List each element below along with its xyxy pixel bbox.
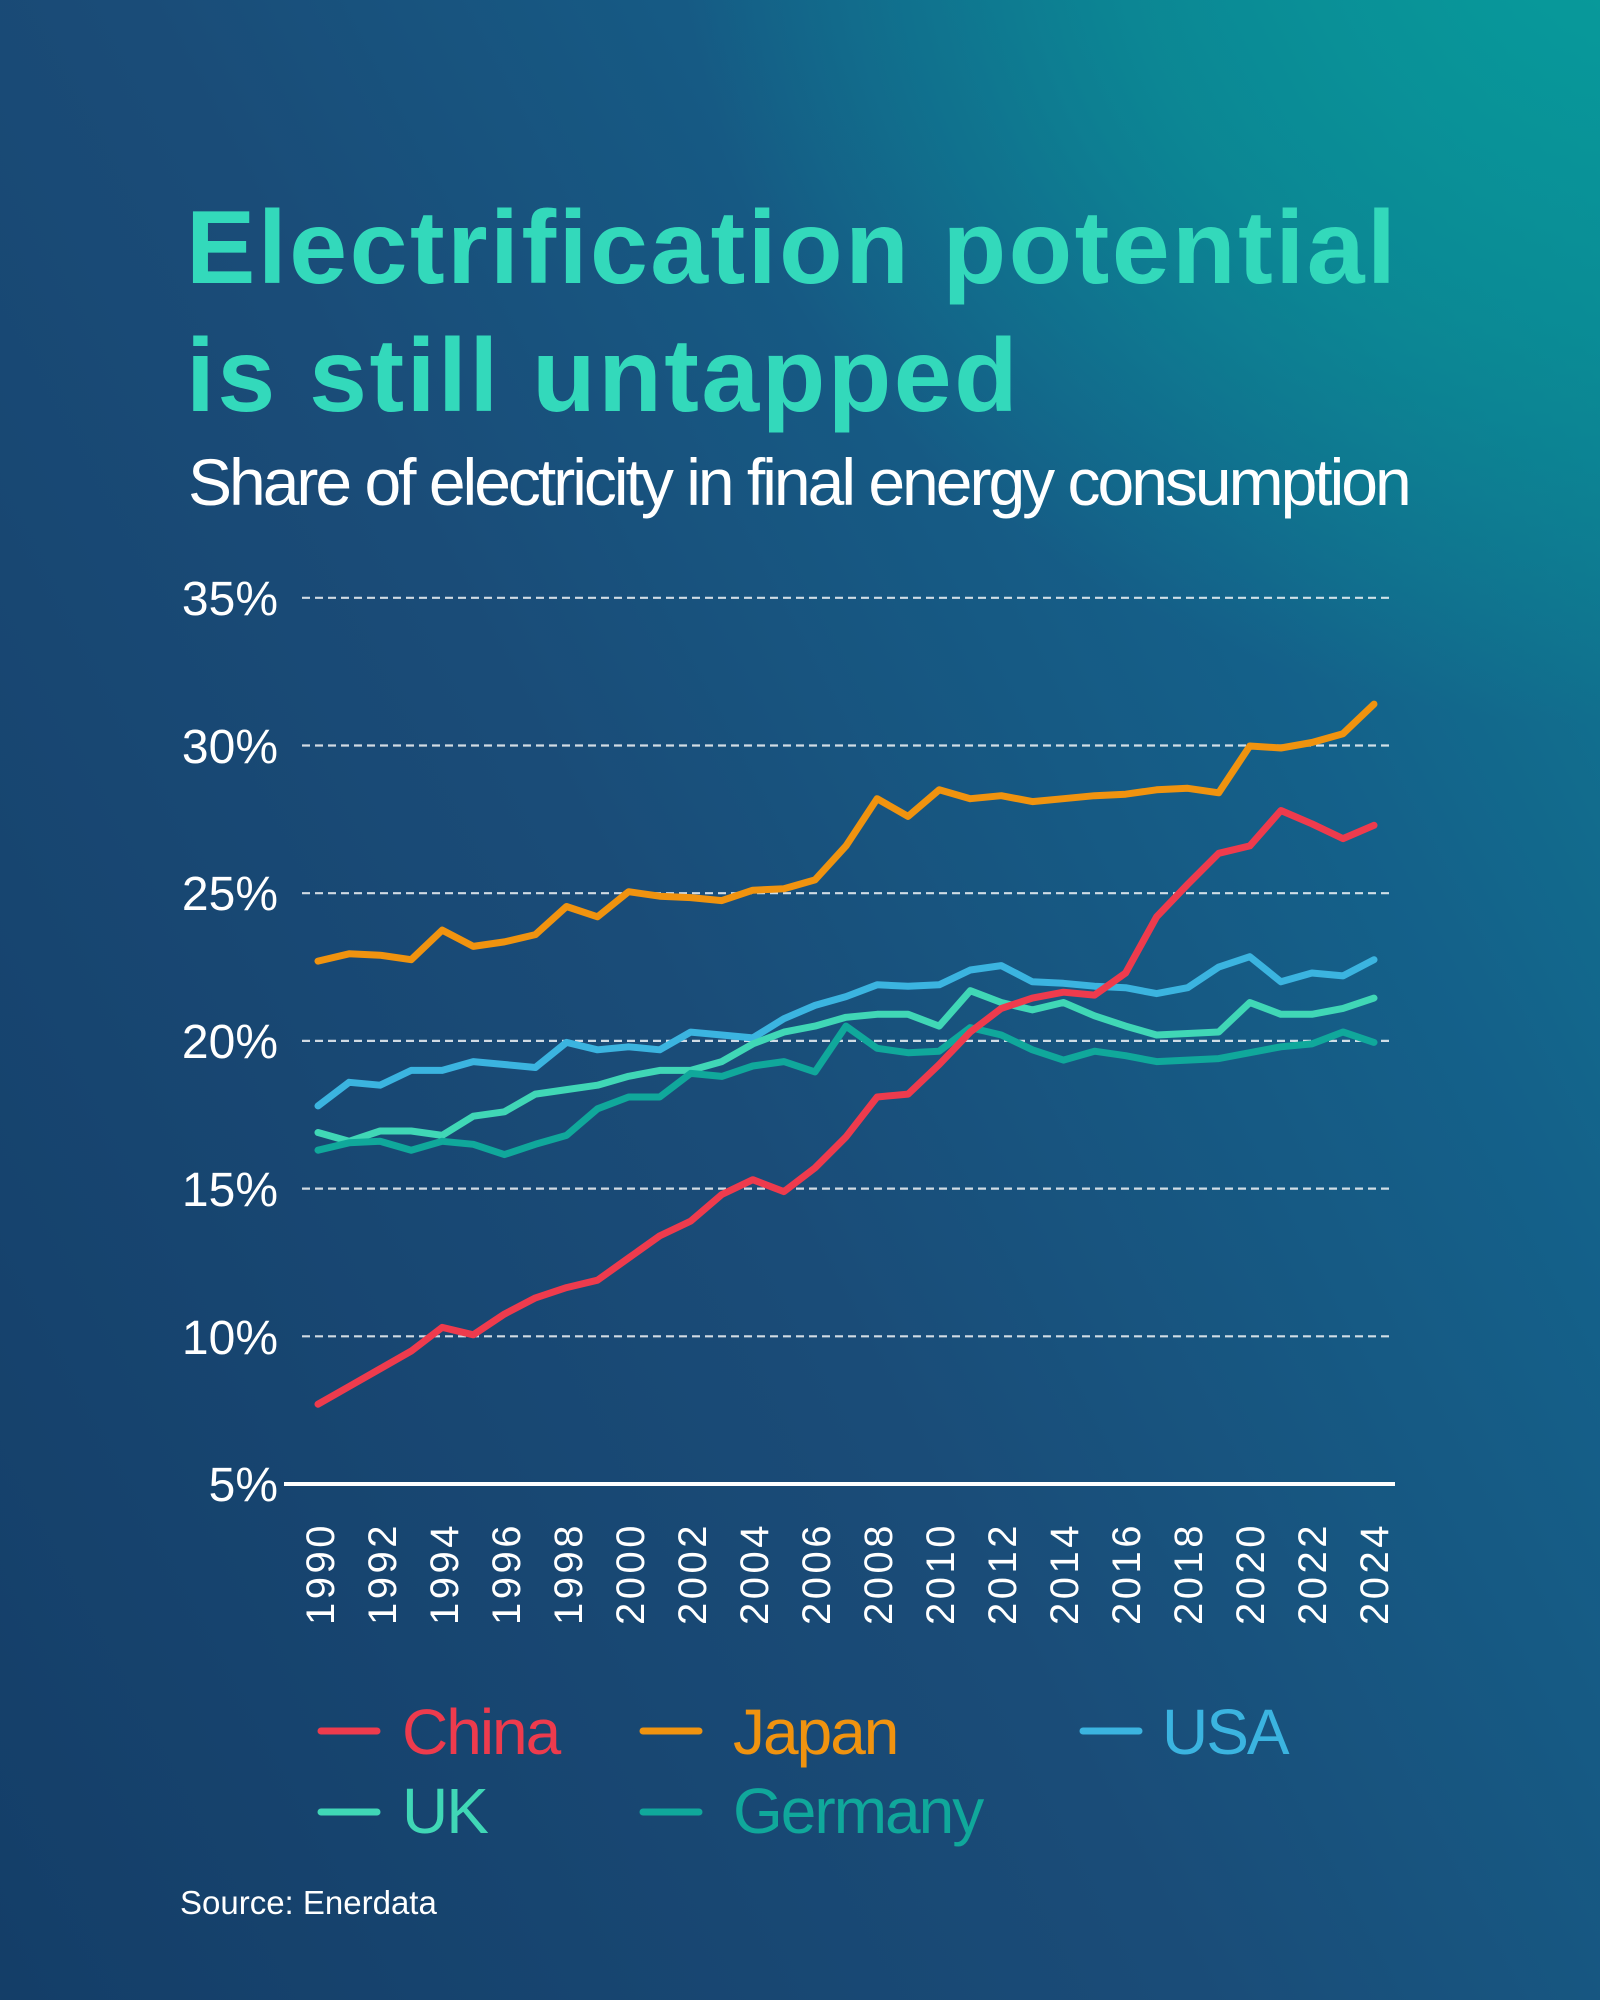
svg-text:2004: 2004 (733, 1522, 777, 1625)
svg-text:2006: 2006 (795, 1522, 839, 1625)
svg-text:5%: 5% (209, 1459, 278, 1512)
svg-text:2020: 2020 (1229, 1522, 1273, 1625)
svg-text:Japan: Japan (733, 1696, 897, 1768)
svg-text:2010: 2010 (919, 1522, 963, 1625)
svg-text:10%: 10% (182, 1312, 278, 1365)
svg-text:35%: 35% (182, 573, 278, 626)
svg-text:15%: 15% (182, 1164, 278, 1217)
svg-text:2024: 2024 (1353, 1522, 1397, 1625)
svg-text:1998: 1998 (547, 1522, 591, 1625)
svg-text:USA: USA (1162, 1696, 1290, 1768)
svg-text:1996: 1996 (485, 1522, 529, 1625)
svg-text:1992: 1992 (361, 1522, 405, 1625)
svg-text:2014: 2014 (1043, 1522, 1087, 1625)
svg-text:2008: 2008 (857, 1522, 901, 1625)
svg-text:2018: 2018 (1167, 1522, 1211, 1625)
svg-text:30%: 30% (182, 721, 278, 774)
svg-text:20%: 20% (182, 1016, 278, 1069)
svg-text:2002: 2002 (671, 1522, 715, 1625)
svg-text:Germany: Germany (733, 1775, 984, 1847)
svg-text:1990: 1990 (299, 1522, 343, 1625)
svg-text:2000: 2000 (609, 1522, 653, 1625)
svg-text:UK: UK (402, 1775, 488, 1847)
svg-text:China: China (402, 1696, 562, 1768)
svg-text:2016: 2016 (1105, 1522, 1149, 1625)
svg-text:2012: 2012 (981, 1522, 1025, 1625)
svg-text:25%: 25% (182, 868, 278, 921)
svg-text:2022: 2022 (1291, 1522, 1335, 1625)
svg-text:1994: 1994 (423, 1522, 467, 1625)
